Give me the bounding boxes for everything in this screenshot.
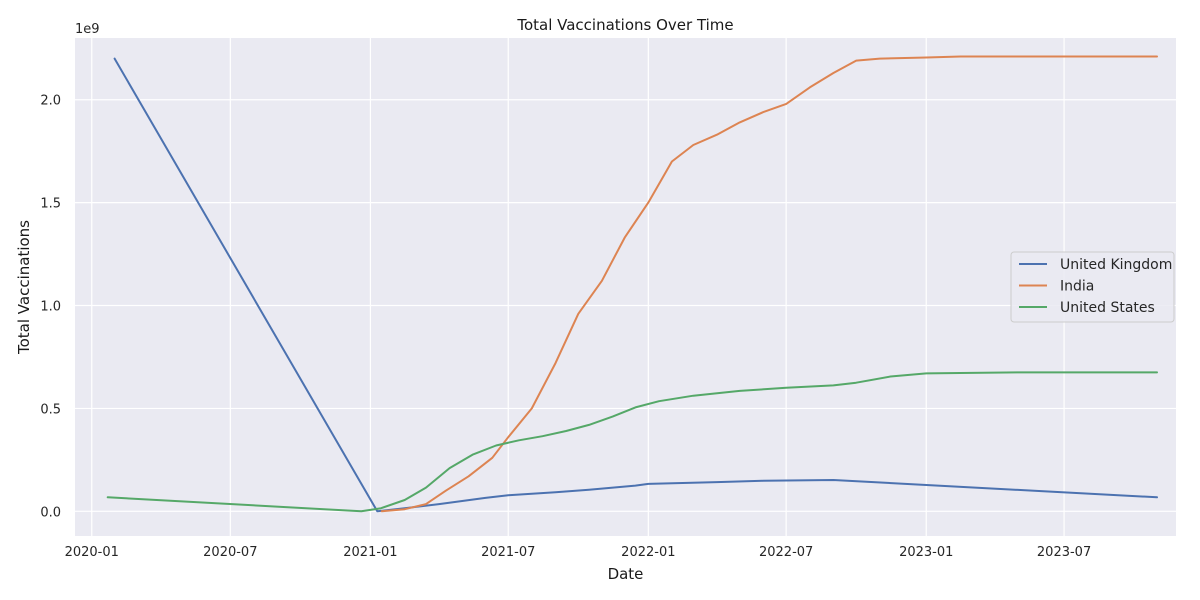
x-tick-label: 2023-07	[1037, 545, 1091, 560]
x-tick-label: 2020-01	[65, 545, 119, 560]
x-tick-label: 2021-07	[481, 545, 535, 560]
x-tick-label: 2021-01	[343, 545, 397, 560]
x-tick-label: 2022-07	[759, 545, 813, 560]
y-tick-labels: 0.0 0.5 1.0 1.5 2.0	[40, 94, 61, 521]
x-tick-labels: 2020-01 2020-07 2021-01 2021-07 2022-01 2022-…	[65, 545, 1092, 560]
legend: United Kingdom India United States	[1010, 251, 1175, 323]
legend-label: United Kingdom	[1060, 257, 1172, 273]
y-tick-label: 0.0	[40, 505, 61, 520]
x-tick-label: 2023-01	[899, 545, 953, 560]
x-axis-label: Date	[608, 565, 644, 583]
y-tick-label: 1.5	[40, 197, 61, 212]
series-layer	[106, 55, 1158, 513]
x-gridlines	[91, 38, 1065, 536]
x-tick-label: 2022-01	[621, 545, 675, 560]
y-tick-label: 1.0	[40, 300, 61, 315]
legend-label: United States	[1060, 300, 1155, 316]
y-tick-label: 2.0	[40, 94, 61, 109]
series-line-india	[380, 55, 1158, 513]
y-axis-label: Total Vaccinations	[15, 220, 33, 355]
y-scale-label: 1e9	[75, 22, 100, 37]
series-line-united-states	[106, 371, 1158, 513]
legend-label: India	[1060, 279, 1094, 295]
legend-box	[1010, 251, 1175, 323]
x-tick-label: 2020-07	[203, 545, 257, 560]
y-tick-label: 0.5	[40, 402, 61, 417]
chart-title: Total Vaccinations Over Time	[516, 16, 733, 34]
plot-area	[75, 38, 1176, 536]
series-line-united-kingdom	[113, 57, 1158, 513]
